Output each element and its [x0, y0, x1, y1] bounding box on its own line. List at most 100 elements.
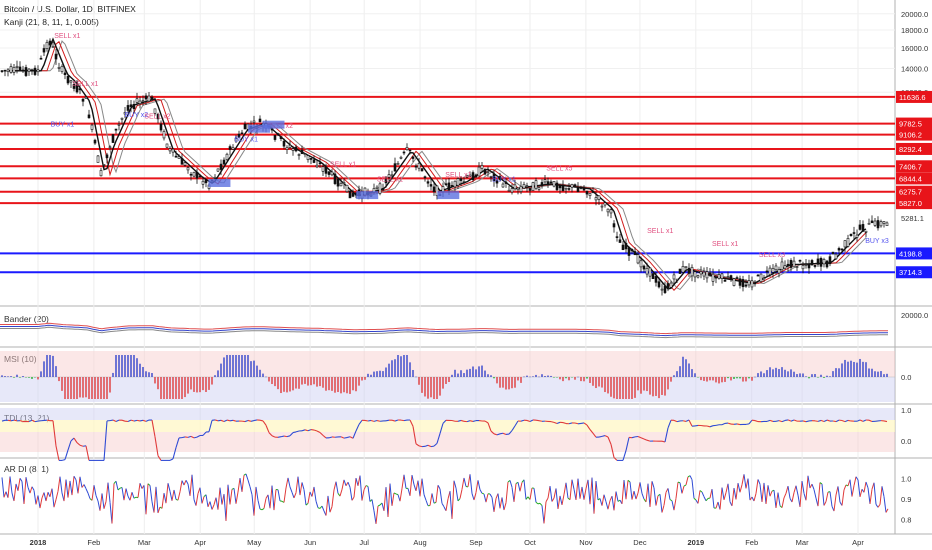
ardi-segment — [547, 485, 551, 499]
x-tick-label: 2019 — [687, 538, 704, 547]
msi-bar — [193, 377, 195, 392]
ardi-segment — [133, 496, 137, 499]
msi-bar — [343, 377, 345, 393]
msi-bar — [265, 376, 267, 378]
msi-bar — [349, 377, 351, 394]
msi-bar — [757, 373, 759, 377]
candle-body — [537, 187, 541, 190]
tdi-segment — [409, 419, 414, 427]
candle-body — [498, 176, 502, 180]
tdi-segment — [682, 420, 687, 422]
candle-body — [129, 104, 133, 108]
candle-body — [837, 248, 841, 251]
tdi-segment — [250, 420, 255, 422]
candle-body — [42, 48, 46, 53]
candle-body — [492, 174, 496, 182]
tdi-segment — [526, 419, 531, 423]
ardi-segment — [251, 494, 255, 516]
tdi-segment — [145, 419, 150, 422]
x-tick-label: Apr — [852, 538, 864, 547]
candle-body — [54, 53, 58, 60]
candle-body — [165, 143, 169, 148]
ardi-segment — [603, 494, 607, 502]
tdi-segment — [598, 435, 603, 438]
ardi-segment — [401, 474, 405, 489]
candle-body — [696, 275, 700, 278]
ardi-segment — [737, 483, 741, 493]
candle-body — [327, 171, 331, 175]
candle-body — [855, 234, 859, 238]
ardi-segment — [87, 492, 91, 499]
tdi-segment — [727, 422, 732, 425]
candle-body — [6, 69, 10, 72]
candle-body — [279, 136, 283, 139]
ardi-segment — [373, 510, 377, 524]
level-price-label: 6844.4 — [899, 174, 922, 183]
ardi-segment — [111, 483, 115, 524]
msi-bar — [394, 359, 396, 377]
ardi-segment — [639, 482, 643, 494]
tdi-segment — [694, 424, 699, 427]
ardi-segment — [383, 487, 387, 511]
msi-bar — [235, 355, 237, 377]
msi-bar — [301, 377, 303, 385]
ardi-segment — [3, 491, 7, 498]
msi-bar — [715, 377, 717, 383]
ardi-segment — [93, 485, 97, 496]
ardi-segment — [637, 482, 641, 494]
msi-bar — [820, 374, 822, 377]
candle-body — [690, 267, 694, 277]
tdi-segment — [226, 419, 231, 422]
candle-body — [678, 268, 682, 274]
candle-body — [0, 70, 4, 72]
level-price-tag — [896, 197, 932, 210]
msi-bar — [7, 376, 9, 377]
ardi-segment — [341, 479, 345, 490]
ardi-segment — [655, 495, 659, 506]
ardi-segment — [247, 479, 251, 487]
ardi-segment — [539, 502, 543, 506]
candle-body — [309, 158, 313, 160]
ardi-segment — [71, 476, 75, 496]
candle-body — [33, 67, 37, 75]
ardi-segment — [601, 494, 605, 506]
msi-bar — [658, 377, 660, 399]
msi-bar — [499, 377, 501, 388]
ardi-segment — [387, 483, 391, 517]
tdi-segment — [427, 444, 432, 448]
ardi-segment — [69, 480, 73, 496]
ardi-segment — [121, 487, 125, 501]
ardi-segment — [445, 498, 449, 511]
candle-body — [84, 96, 88, 99]
msi-bar — [826, 375, 828, 377]
ardi-segment — [573, 489, 577, 501]
msi-bar — [118, 355, 120, 377]
candle-body — [582, 187, 586, 191]
msi-bar — [355, 377, 357, 392]
ardi-segment — [669, 499, 673, 502]
ardi-segment — [1, 477, 5, 498]
candle-body — [141, 100, 145, 102]
ardi-segment — [97, 500, 101, 511]
candle-body — [756, 274, 760, 277]
ardi-segment — [883, 496, 887, 513]
x-tick-label: Aug — [413, 538, 426, 547]
signal-label: BUY x1 — [51, 121, 75, 128]
ardi-segment — [57, 476, 61, 492]
ardi-segment — [675, 482, 679, 499]
msi-bar — [16, 374, 18, 377]
ardi-segment — [623, 479, 627, 500]
msi-bar — [628, 377, 630, 399]
ardi-segment — [425, 500, 429, 506]
candle-body — [786, 263, 790, 267]
ardi-segment — [297, 476, 301, 496]
ardi-segment — [577, 478, 581, 499]
candle-body — [120, 117, 124, 120]
candle-body — [645, 268, 649, 275]
msi-bar — [838, 368, 840, 377]
ardi-segment — [399, 488, 403, 502]
msi-bar — [259, 369, 261, 377]
candle-body — [630, 249, 634, 252]
ardi-segment — [755, 479, 759, 494]
